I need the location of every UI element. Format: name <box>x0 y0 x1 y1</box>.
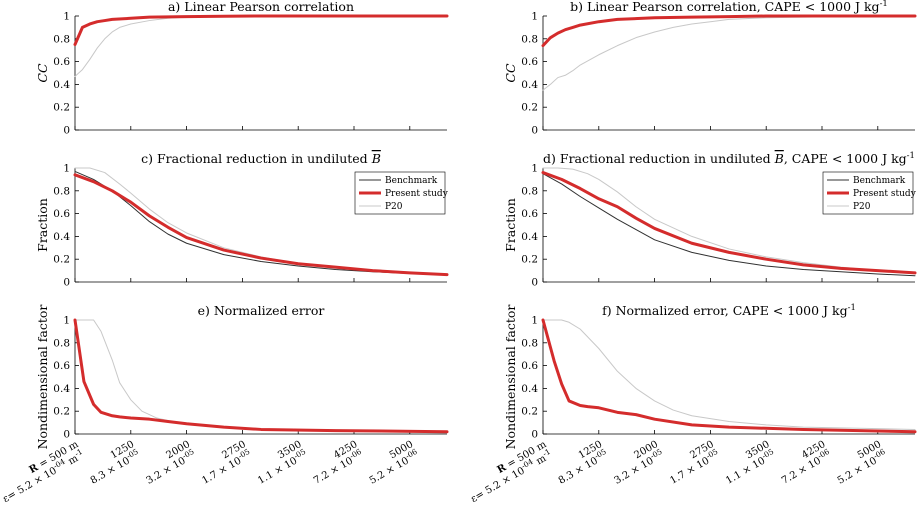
series-line-p20 <box>542 167 916 274</box>
legend-label: Benchmark <box>385 176 438 186</box>
y-tick-label: 1 <box>63 163 70 175</box>
y-axis-label: Fraction <box>503 198 518 252</box>
legend-label: Present study <box>385 189 449 199</box>
y-axis-label: CC <box>503 63 518 83</box>
series-line-present-study <box>541 318 917 434</box>
y-tick-label: 0 <box>63 429 70 441</box>
series-line-p20 <box>74 319 448 433</box>
y-tick-label: 0.6 <box>53 208 70 220</box>
y-tick-label: 0.8 <box>53 33 70 45</box>
series-line-present-study <box>73 14 449 46</box>
y-tick-label: 1 <box>63 11 70 23</box>
series-line-present-study <box>541 171 917 275</box>
y-tick-label: 0.6 <box>53 56 70 68</box>
panel-a: 0 0.2 0.4 0.6 0.8 1 CC a) Linear Pearson correl… <box>35 0 449 137</box>
chart-title: c) Fractional reduction in undiluted B <box>141 151 381 166</box>
legend: Benchmark Present study P20 <box>822 171 917 215</box>
title-superscript: -1 <box>907 151 915 161</box>
y-tick-label: 0 <box>63 277 70 289</box>
title-superscript: -1 <box>880 0 888 9</box>
y-axis-label: Fraction <box>35 198 50 252</box>
x-tick-label-line2: ε= 5.2 × 10-04 m-1 <box>0 447 87 505</box>
y-axis-label: Nondimensional factor <box>35 305 50 450</box>
y-tick-label: 0.2 <box>521 254 538 266</box>
y-tick-label: 0 <box>63 125 70 137</box>
series-line-present-study <box>73 173 449 277</box>
y-axis-label: CC <box>35 63 50 83</box>
y-tick-label: 0.4 <box>521 79 538 91</box>
y-tick-label: 0.2 <box>53 406 70 418</box>
legend: Benchmark Present study P20 <box>354 171 449 215</box>
title-symbol: B <box>774 151 784 166</box>
chart-title: e) Normalized error <box>198 303 325 318</box>
legend-label: Benchmark <box>853 176 906 186</box>
y-tick-label: 0.6 <box>53 360 70 372</box>
y-tick-label: 0.4 <box>521 231 538 243</box>
y-tick-label: 0.8 <box>521 185 538 197</box>
title-symbol: B <box>371 151 381 166</box>
y-tick-label: 0.6 <box>521 56 538 68</box>
chart-title: a) Linear Pearson correlation <box>168 0 354 14</box>
y-tick-label: 0.8 <box>521 33 538 45</box>
y-tick-label: 1 <box>63 315 70 327</box>
chart-title: b) Linear Pearson correlation, CAPE < 10… <box>570 0 888 14</box>
series-line-benchmark <box>542 173 916 277</box>
y-tick-label: 0.4 <box>53 383 70 395</box>
y-axis-label: Nondimensional factor <box>503 305 518 450</box>
panel-c: 0 0.2 0.4 0.6 0.8 1 Fraction c) Fractional redu… <box>35 151 449 289</box>
y-tick-label: 0.8 <box>521 337 538 349</box>
chart-title: d) Fractional reduction in undiluted B, C… <box>543 151 915 166</box>
legend-label: P20 <box>853 202 871 212</box>
series-line-p20 <box>542 15 916 91</box>
y-tick-label: 1 <box>531 163 538 175</box>
title-superscript: -1 <box>848 303 856 313</box>
y-tick-label: 0.2 <box>53 102 70 114</box>
y-tick-label: 0.4 <box>521 383 538 395</box>
y-tick-label: 0 <box>531 125 538 137</box>
y-tick-label: 0.2 <box>521 406 538 418</box>
series-line-p20 <box>74 15 448 77</box>
y-tick-label: 1 <box>531 11 538 23</box>
y-tick-label: 0 <box>531 277 538 289</box>
panel-b: 0 0.2 0.4 0.6 0.8 1 CC b) Linear Pearson correl… <box>503 0 917 137</box>
chart-title: f) Normalized error, CAPE < 1000 J kg-1 <box>602 303 856 318</box>
legend-label: Present study <box>853 189 917 199</box>
y-tick-label: 0.6 <box>521 360 538 372</box>
y-tick-label: 0.6 <box>521 208 538 220</box>
y-tick-label: 0.2 <box>53 254 70 266</box>
panel-d: 0 0.2 0.4 0.6 0.8 1 Fraction d) Fractional redu… <box>503 151 917 289</box>
panel-f: 0 0.2 0.4 0.6 0.8 1 Nondimensional factor f) No… <box>503 303 917 450</box>
y-tick-label: 0.8 <box>53 337 70 349</box>
series-line-present-study <box>541 14 917 48</box>
series-line-p20 <box>542 319 916 430</box>
panel-e: 0 0.2 0.4 0.6 0.8 1 Nondimensional factor e) No… <box>35 303 449 450</box>
x-tick-label-line2: ε= 5.2 × 10-04 m-1 <box>468 447 555 505</box>
y-tick-label: 0.2 <box>521 102 538 114</box>
y-tick-label: 1 <box>531 315 538 327</box>
y-tick-label: 0.8 <box>53 185 70 197</box>
series-line-present-study <box>73 318 449 434</box>
y-tick-label: 0.4 <box>53 231 70 243</box>
title-suffix: , CAPE < 1000 J kg <box>784 151 907 166</box>
legend-label: P20 <box>385 202 403 212</box>
y-tick-label: 0.4 <box>53 79 70 91</box>
y-tick-label: 0 <box>531 429 538 441</box>
